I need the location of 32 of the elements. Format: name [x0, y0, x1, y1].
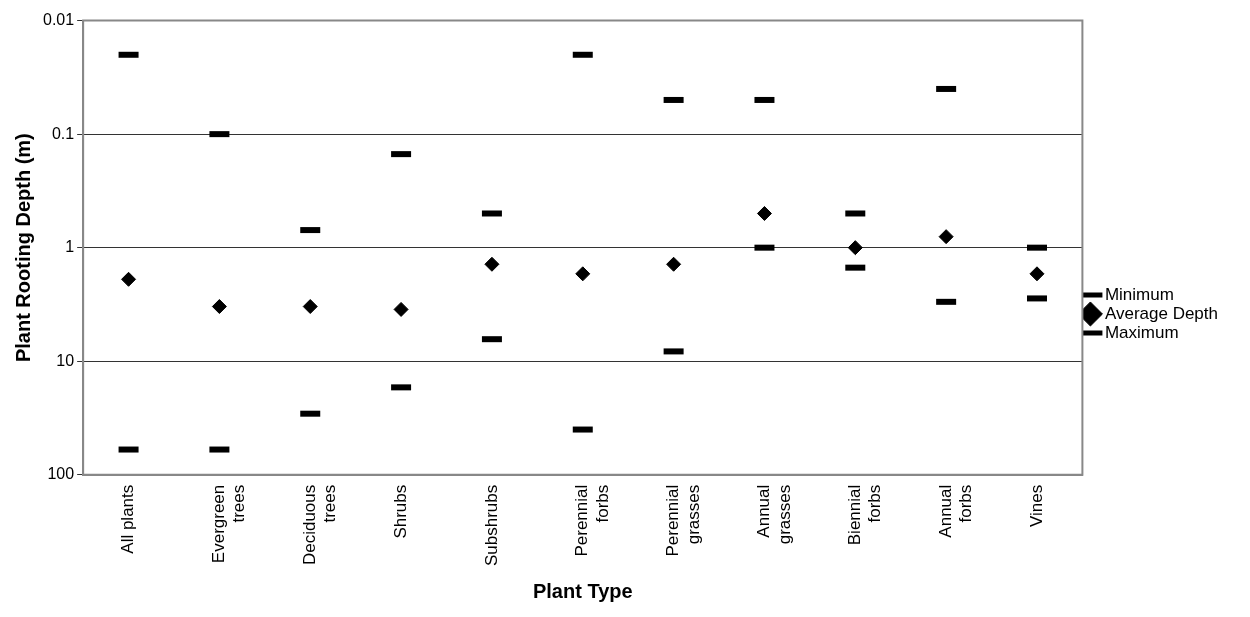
point [847, 240, 863, 256]
x-tick-label: Biennial forbs [844, 484, 885, 546]
point [121, 271, 137, 287]
x-tick-label: Perennial forbs [572, 484, 612, 557]
point [1029, 266, 1045, 282]
point [393, 301, 409, 317]
x-tick-label: Evergreen trees [209, 484, 249, 564]
legend-label: Average Depth [1104, 303, 1219, 323]
y-tick-label: 0.1 [51, 124, 75, 142]
x-tick-label: Deciduous trees [299, 484, 340, 566]
y-tick-label: 10 [56, 351, 75, 369]
x-tick-label: Annual forbs [935, 484, 976, 538]
x-tick-label: Perennial grasses [663, 484, 703, 557]
x-tick-label: All plants [118, 484, 138, 554]
y-tick-label: 0.01 [43, 11, 75, 29]
y-axis-title: Plant Rooting Depth (m) [11, 133, 34, 363]
legend-label: Minimum [1104, 284, 1174, 304]
point [302, 299, 318, 315]
point [938, 229, 954, 245]
point [484, 256, 500, 272]
x-tick-label: Subshrubs [481, 484, 501, 567]
y-tick-label: 100 [47, 465, 75, 483]
point [756, 205, 772, 221]
point [666, 256, 682, 272]
x-axis-title: Plant Type [532, 579, 633, 602]
x-tick-label: Shrubs [390, 484, 410, 539]
point [211, 299, 227, 315]
legend-label: Maximum [1104, 322, 1179, 342]
y-tick-label: 1 [65, 238, 75, 256]
x-tick-label: Vines [1026, 484, 1046, 527]
point [575, 266, 591, 282]
x-tick-label: Annual grasses [754, 484, 794, 545]
